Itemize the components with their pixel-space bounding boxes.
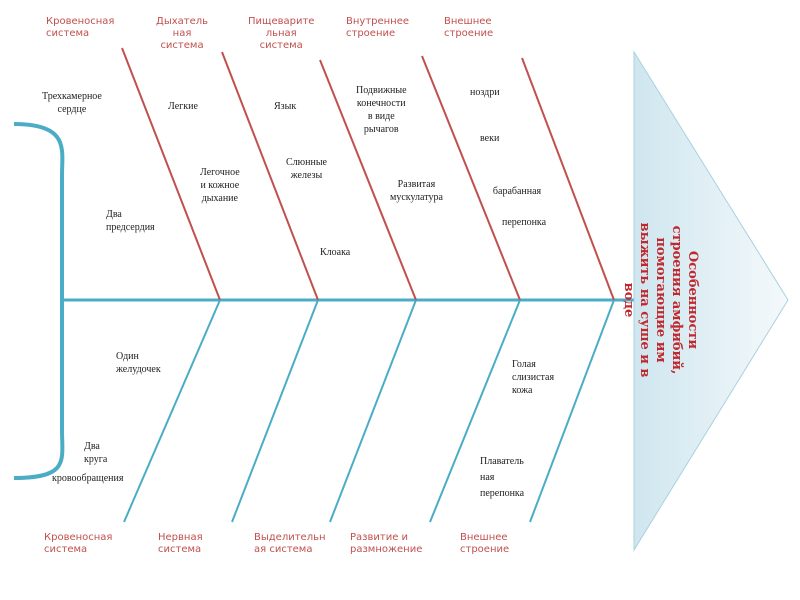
head-line: выжить на суше и в bbox=[637, 222, 652, 378]
item-line: кожа bbox=[512, 385, 533, 396]
category-line: система bbox=[158, 544, 202, 555]
top-category-internal: Внутреннее строение bbox=[346, 16, 409, 40]
item-line: круга bbox=[84, 454, 108, 465]
item-line: в виде bbox=[367, 111, 395, 122]
item-bare-mucous-skin: Голая слизистая кожа bbox=[512, 358, 554, 397]
category-line: ая система bbox=[254, 544, 313, 555]
bottom-bone-3 bbox=[329, 299, 417, 523]
item-two-atria: Два предсердия bbox=[106, 208, 155, 234]
item-line: Один bbox=[116, 351, 139, 362]
item-one-ventricle: Один желудочек bbox=[116, 350, 161, 376]
item-movable-limbs: Подвижные конечности в виде рычагов bbox=[356, 84, 407, 136]
bottom-bone-5 bbox=[529, 299, 615, 523]
category-line: Кровеносная bbox=[46, 16, 115, 27]
category-line: Пищеварите bbox=[248, 16, 315, 27]
category-line: строение bbox=[460, 544, 510, 555]
head-line: помогающие им bbox=[653, 237, 668, 363]
category-line: Внутреннее bbox=[346, 16, 410, 27]
category-line: Развитие и bbox=[350, 532, 409, 543]
category-line: размножение bbox=[350, 544, 423, 555]
item-lung-skin-breathing: Легочное и кожное дыхание bbox=[200, 166, 240, 205]
item-line: Легкие bbox=[168, 101, 198, 112]
fish-head bbox=[633, 50, 789, 552]
item-line: Плаватель bbox=[480, 456, 524, 467]
item-line: конечности bbox=[356, 98, 406, 109]
item-swimming-membrane: Плаватель ная перепонка bbox=[480, 454, 524, 502]
item-line: Язык bbox=[274, 101, 297, 112]
item-nostrils: ноздри bbox=[470, 86, 500, 99]
category-line: Внешнее bbox=[460, 532, 508, 543]
item-line: перепонка bbox=[502, 217, 547, 228]
item-two-circulation-circles: Два круга кровообращения bbox=[52, 440, 123, 485]
top-bone-5 bbox=[521, 57, 615, 301]
top-category-circulatory: Кровеносная система bbox=[46, 16, 114, 40]
item-line: Два bbox=[84, 441, 100, 452]
top-bone-1 bbox=[121, 47, 221, 301]
top-category-external: Внешнее строение bbox=[444, 16, 493, 40]
bottom-category-external: Внешнее строение bbox=[460, 532, 509, 556]
top-bone-4 bbox=[421, 55, 521, 301]
item-line: Трехкамерное bbox=[42, 91, 102, 102]
item-line: сердце bbox=[57, 104, 87, 115]
item-line: кровообращения bbox=[52, 473, 124, 484]
bottom-bone-2 bbox=[231, 299, 319, 523]
item-salivary-glands: Слюнные железы bbox=[286, 156, 327, 182]
head-line: строения амфибий, bbox=[669, 225, 684, 375]
item-cloaca: Клоака bbox=[320, 246, 350, 259]
top-category-digestive: Пищеварите льная система bbox=[248, 16, 314, 52]
category-line: система bbox=[160, 40, 204, 51]
item-eardrum: барабанная перепонка bbox=[488, 176, 546, 238]
bottom-category-excretory: Выделительн ая система bbox=[254, 532, 326, 556]
item-line: мускулатура bbox=[390, 192, 443, 203]
category-line: Внешнее bbox=[444, 16, 492, 27]
item-eyelids: веки bbox=[480, 132, 499, 145]
bottom-category-nervous: Нервная система bbox=[158, 532, 203, 556]
item-line: Подвижные bbox=[356, 85, 407, 96]
item-line: рычагов bbox=[363, 124, 399, 135]
item-line: предсердия bbox=[106, 222, 155, 233]
item-lungs: Легкие bbox=[168, 100, 198, 113]
item-line: ная bbox=[480, 472, 495, 483]
item-line: Развитая bbox=[397, 179, 436, 190]
item-line: перепонка bbox=[480, 488, 525, 499]
category-line: Кровеносная bbox=[44, 532, 113, 543]
item-three-chamber-heart: Трехкамерное сердце bbox=[42, 90, 102, 116]
item-developed-muscles: Развитая мускулатура bbox=[390, 178, 443, 204]
item-line: Легочное bbox=[200, 167, 240, 178]
item-line: ноздри bbox=[470, 87, 500, 98]
item-line: слизистая bbox=[512, 372, 555, 383]
item-line: барабанная bbox=[492, 186, 542, 197]
bottom-bone-4 bbox=[429, 299, 521, 523]
category-line: строение bbox=[346, 28, 396, 39]
bottom-category-circulatory: Кровеносная система bbox=[44, 532, 112, 556]
category-line: система bbox=[44, 544, 88, 555]
head-line: Особенности bbox=[685, 250, 700, 350]
category-line: Дыхатель bbox=[156, 16, 209, 27]
item-line: веки bbox=[480, 133, 500, 144]
category-line: система bbox=[46, 28, 90, 39]
head-line: воде bbox=[621, 282, 636, 318]
category-line: ная bbox=[172, 28, 192, 39]
item-line: Слюнные bbox=[286, 157, 327, 168]
bottom-category-reproduction: Развитие и размножение bbox=[350, 532, 422, 556]
item-line: желудочек bbox=[116, 364, 161, 375]
item-line: Голая bbox=[512, 359, 536, 370]
item-tongue: Язык bbox=[274, 100, 296, 113]
category-line: льная bbox=[265, 28, 297, 39]
category-line: Выделительн bbox=[254, 532, 326, 543]
item-line: железы bbox=[290, 170, 323, 181]
category-line: строение bbox=[444, 28, 494, 39]
top-bone-3 bbox=[319, 59, 417, 301]
category-line: система bbox=[259, 40, 303, 51]
item-line: и кожное bbox=[200, 180, 240, 191]
bottom-bone-1 bbox=[123, 299, 221, 523]
item-line: Клоака bbox=[320, 247, 351, 258]
category-line: Нервная bbox=[158, 532, 203, 543]
item-line: Два bbox=[106, 209, 122, 220]
item-line: дыхание bbox=[201, 193, 238, 204]
top-category-respiratory: Дыхатель ная система bbox=[156, 16, 208, 52]
top-bone-2 bbox=[221, 51, 319, 301]
tail-bracket bbox=[13, 122, 65, 480]
